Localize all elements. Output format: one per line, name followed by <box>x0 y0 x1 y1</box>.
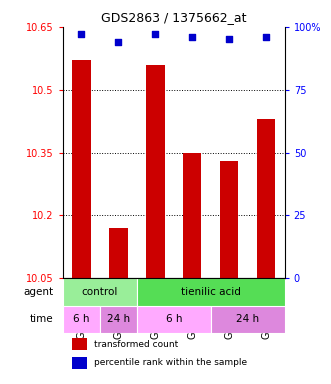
Point <box>153 31 158 38</box>
Text: tienilic acid: tienilic acid <box>181 287 241 297</box>
Bar <box>183 152 202 278</box>
Text: 24 h: 24 h <box>236 314 259 324</box>
Bar <box>146 65 165 278</box>
Bar <box>63 306 100 333</box>
Bar <box>211 306 285 333</box>
Text: 24 h: 24 h <box>107 314 130 324</box>
Point <box>263 34 269 40</box>
Text: transformed count: transformed count <box>94 339 178 349</box>
Point <box>190 34 195 40</box>
Bar <box>137 278 285 306</box>
Bar <box>72 60 91 278</box>
Bar <box>109 228 127 278</box>
Point <box>116 39 121 45</box>
Bar <box>72 338 87 350</box>
Title: GDS2863 / 1375662_at: GDS2863 / 1375662_at <box>101 11 247 24</box>
Text: agent: agent <box>24 287 54 297</box>
Text: percentile rank within the sample: percentile rank within the sample <box>94 358 247 367</box>
Bar <box>72 357 87 369</box>
Bar <box>220 161 238 278</box>
Text: control: control <box>82 287 118 297</box>
Bar <box>100 306 137 333</box>
Point <box>79 31 84 38</box>
Bar <box>63 278 137 306</box>
Text: time: time <box>30 314 54 324</box>
Text: 6 h: 6 h <box>73 314 90 324</box>
Bar <box>257 119 275 278</box>
Point <box>226 36 232 43</box>
Text: 6 h: 6 h <box>166 314 182 324</box>
Bar <box>137 306 211 333</box>
